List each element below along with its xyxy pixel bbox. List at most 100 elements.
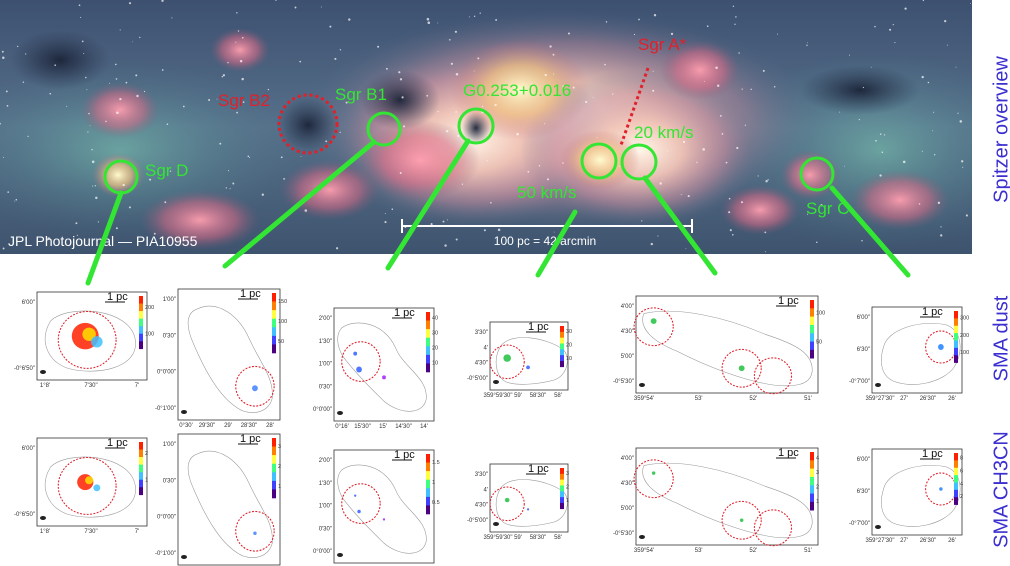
colorbar-segment [426,488,430,498]
dust-panel-4: 1 pc 30 20 10 3'30" 4' 4'30" -0°5'00" 359°59'30"… [467,321,572,399]
panel-plot [44,456,136,518]
colorbar-tick: 1 [432,480,435,486]
colorbar-segment [810,493,814,503]
y-tick-label: 4'30" [475,503,488,509]
star [54,64,57,67]
colorbar-segment [560,485,564,492]
colorbar-segment [954,453,958,461]
colorbar [954,453,958,505]
star [232,182,235,185]
y-tick-label: 0°0'00" [313,549,332,555]
star [49,92,52,95]
star [921,150,923,152]
star [544,73,547,77]
colorbar-tick: 10 [566,356,572,362]
colorbar-tick: 100 [816,311,825,317]
colorbar-tick: 4 [816,455,819,461]
emission-blob [356,366,362,373]
y-tick-label: 0'30" [163,478,176,484]
star [940,234,943,237]
star [702,148,705,151]
dust-panel-1: 1 pc 200 100 6'00" -0°6'50" 1°8' 7'30" 7' [14,291,154,389]
y-tick-label: 0'30" [163,333,176,339]
y-tick-label: -0°7'00" [849,521,870,527]
star [776,33,779,35]
sgr-d-label: Sgr D [145,161,188,180]
star [448,38,451,41]
star [339,131,341,133]
colorbar-segment [426,471,430,481]
colorbar-segment [272,310,276,320]
star [839,111,841,113]
star [721,133,724,135]
star [820,204,823,207]
star [734,23,736,25]
colorbar-segment [560,468,564,475]
star [652,70,654,72]
dust-panel-2: 1 pc 150 100 50 1'00" 0'30" 0°0'00" -0°1'00" 0°3… [155,288,287,429]
emission-blob [939,487,943,491]
star [883,134,886,136]
colorbar-tick: 100 [278,319,287,325]
colorbar-tick: 150 [278,299,287,305]
emission-blob [82,327,96,341]
star [229,188,231,190]
colorbar-segment [810,485,814,494]
colorbar-tick: 2 [816,484,819,490]
colorbar-segment [560,343,564,350]
star [446,130,449,133]
colorbar-segment [954,475,958,483]
star [236,111,238,114]
star [477,57,480,60]
star [399,172,402,174]
colorbar-segment [139,303,143,312]
star [166,123,169,125]
colorbar-segment [954,347,958,356]
colorbar-segment [139,449,143,458]
emission-blob [91,336,103,348]
panel-frame [871,306,963,394]
star [732,5,735,8]
row-label-sma-ch3cn: SMA CH3CN [990,431,1010,548]
ch3cn-panel-6: 1 pc 8 6 4 2 6'00" 6'30" -0°7'00" 359°27'30" 27' 2… [849,448,963,544]
panel-plot [44,310,136,372]
star [47,237,50,240]
star [922,0,925,2]
star [94,185,96,187]
star [247,155,250,158]
star [741,88,743,90]
x-tick-label: 359°54' [634,548,654,554]
star [605,21,608,23]
star [86,89,88,91]
star [89,125,91,127]
scale-label: 1 pc [528,463,549,475]
colorbar-segment [810,341,814,351]
star [861,240,863,242]
star [719,115,722,117]
star [512,79,514,81]
y-tick-label: 4'30" [621,329,634,335]
star [426,94,429,97]
coverage-outline [187,450,273,558]
star [848,54,851,56]
emission-blob [503,354,511,362]
y-tick-label: -0°6'50" [14,512,35,518]
star [816,241,818,244]
star [481,105,484,108]
star [735,16,737,18]
source-circle [721,500,762,540]
star [549,45,552,48]
row-label-spitzer: Spitzer overview [990,56,1010,203]
star [27,135,29,138]
star [115,227,118,230]
star [937,201,941,205]
y-tick-label: 3'30" [475,330,488,336]
star [662,179,663,181]
colorbar-segment [272,455,276,465]
x-tick-label: 28' [266,423,274,429]
sgr-a-label: Sgr A* [638,35,687,54]
x-tick-label: 58' [554,393,562,399]
star [516,132,519,136]
star [879,133,882,135]
colorbar-segment [426,479,430,489]
